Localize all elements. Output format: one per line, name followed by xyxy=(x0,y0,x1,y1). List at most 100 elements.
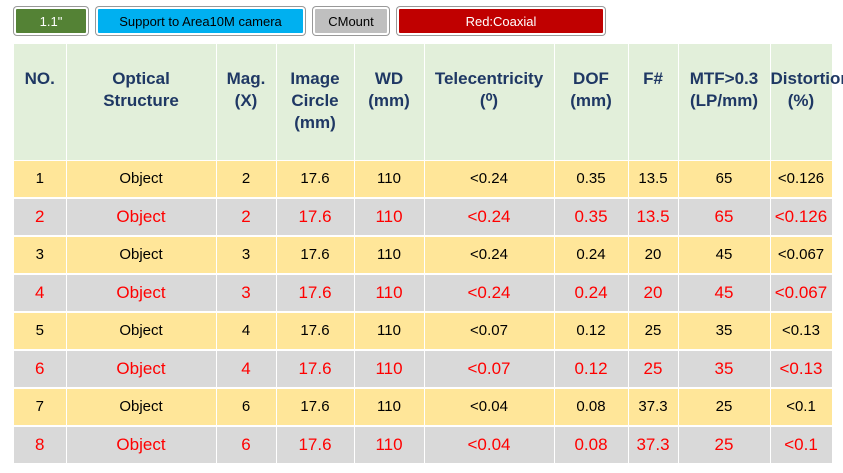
cell-dof: 0.12 xyxy=(554,349,629,388)
table-row: 1 Object 2 17.6 110 <0.24 0.35 13.5 65 <0.126 xyxy=(14,160,833,198)
header-distortion-line: Distortion xyxy=(770,69,843,88)
cell-f-number: 13.5 xyxy=(628,197,679,236)
cell-dof: 0.08 xyxy=(554,425,629,464)
header-image-circle-line: Circle xyxy=(291,91,339,110)
cell-no: 8 xyxy=(14,425,67,464)
cell-dof: 0.08 xyxy=(554,387,629,426)
cell-image-circle: 17.6 xyxy=(276,273,355,312)
cell-no: 3 xyxy=(14,235,67,274)
header-optical-structure: Optical Structure xyxy=(66,44,217,161)
cell-telecentricity: <0.07 xyxy=(424,349,555,388)
cell-distortion: <0.126 xyxy=(770,197,833,236)
header-distortion-line: (%) xyxy=(787,91,815,110)
cell-no: 4 xyxy=(14,273,67,312)
table-row: 8 Object 6 17.6 110 <0.04 0.08 37.3 25 <0.1 xyxy=(14,425,833,464)
cell-telecentricity: <0.24 xyxy=(424,235,555,274)
header-no-line: NO. xyxy=(24,69,55,88)
header-magnification-line: (X) xyxy=(234,91,258,110)
cell-magnification: 4 xyxy=(216,311,277,350)
header-magnification-line: Mag. xyxy=(226,69,266,88)
table-row: 2 Object 2 17.6 110 <0.24 0.35 13.5 65 <0.126 xyxy=(14,197,833,236)
cell-working-distance: 110 xyxy=(354,160,425,198)
header-f-number-line: F# xyxy=(643,69,663,88)
cell-optical-structure: Object xyxy=(66,349,217,388)
cell-mtf: 45 xyxy=(678,273,771,312)
cell-working-distance: 110 xyxy=(354,197,425,236)
cell-image-circle: 17.6 xyxy=(276,387,355,426)
cell-telecentricity: <0.04 xyxy=(424,425,555,464)
header-distortion: Distortion (%) xyxy=(770,44,843,161)
cell-magnification: 2 xyxy=(216,160,277,198)
cell-distortion: <0.067 xyxy=(770,273,833,312)
table-row: 4 Object 3 17.6 110 <0.24 0.24 20 45 <0.067 xyxy=(14,273,833,312)
cell-image-circle: 17.6 xyxy=(276,349,355,388)
cell-working-distance: 110 xyxy=(354,349,425,388)
camera-support-tag: Support to Area10M camera xyxy=(96,7,305,35)
cell-telecentricity: <0.24 xyxy=(424,197,555,236)
cell-magnification: 3 xyxy=(216,235,277,274)
cell-magnification: 6 xyxy=(216,425,277,464)
header-no: NO. xyxy=(14,44,67,161)
header-magnification: Mag. (X) xyxy=(216,44,277,161)
cell-working-distance: 110 xyxy=(354,235,425,274)
cell-magnification: 3 xyxy=(216,273,277,312)
cell-magnification: 2 xyxy=(216,197,277,236)
cell-f-number: 25 xyxy=(628,349,679,388)
cell-distortion: <0.1 xyxy=(770,387,833,426)
cell-mtf: 35 xyxy=(678,349,771,388)
coaxial-legend-tag: Red:Coaxial xyxy=(397,7,605,35)
cell-distortion: <0.126 xyxy=(770,160,833,198)
cell-no: 5 xyxy=(14,311,67,350)
header-optical-structure-line: Structure xyxy=(103,91,179,110)
cell-f-number: 20 xyxy=(628,235,679,274)
cell-dof: 0.35 xyxy=(554,160,629,198)
table-header-row: NO. Optical Structure Mag. (X) Image Circle (mm… xyxy=(14,44,843,161)
header-working-distance-line: WD xyxy=(374,69,404,88)
header-mtf: MTF>0.3 (LP/mm) xyxy=(678,44,771,161)
cell-mtf: 25 xyxy=(678,387,771,426)
cell-dof: 0.35 xyxy=(554,197,629,236)
header-telecentricity-line: (⁰) xyxy=(479,91,499,110)
header-telecentricity: Telecentricity (⁰) xyxy=(424,44,555,161)
table-row: 3 Object 3 17.6 110 <0.24 0.24 20 45 <0.067 xyxy=(14,235,833,274)
cell-working-distance: 110 xyxy=(354,273,425,312)
cell-magnification: 4 xyxy=(216,349,277,388)
cell-optical-structure: Object xyxy=(66,273,217,312)
header-mtf-line: MTF>0.3 xyxy=(689,69,759,88)
cell-f-number: 25 xyxy=(628,311,679,350)
cell-mtf: 35 xyxy=(678,311,771,350)
cell-telecentricity: <0.07 xyxy=(424,311,555,350)
cell-optical-structure: Object xyxy=(66,235,217,274)
cell-telecentricity: <0.04 xyxy=(424,387,555,426)
cell-optical-structure: Object xyxy=(66,197,217,236)
cell-telecentricity: <0.24 xyxy=(424,160,555,198)
table-body: 1 Object 2 17.6 110 <0.24 0.35 13.5 65 <0.126 2 Obj… xyxy=(14,160,833,464)
cell-image-circle: 17.6 xyxy=(276,160,355,198)
cell-image-circle: 17.6 xyxy=(276,235,355,274)
cell-distortion: <0.13 xyxy=(770,349,833,388)
cell-mtf: 45 xyxy=(678,235,771,274)
cell-mtf: 65 xyxy=(678,160,771,198)
cell-working-distance: 110 xyxy=(354,425,425,464)
header-telecentricity-line: Telecentricity xyxy=(434,69,544,88)
cell-f-number: 37.3 xyxy=(628,387,679,426)
table-row: 5 Object 4 17.6 110 <0.07 0.12 25 35 <0.13 xyxy=(14,311,833,350)
table-row: 7 Object 6 17.6 110 <0.04 0.08 37.3 25 <0.1 xyxy=(14,387,833,426)
cell-optical-structure: Object xyxy=(66,311,217,350)
cell-dof: 0.12 xyxy=(554,311,629,350)
header-dof-line: (mm) xyxy=(570,91,612,110)
header-working-distance-line: (mm) xyxy=(368,91,410,110)
mount-tag: CMount xyxy=(313,7,389,35)
cell-mtf: 25 xyxy=(678,425,771,464)
cell-optical-structure: Object xyxy=(66,160,217,198)
header-dof-line: DOF xyxy=(573,69,609,88)
cell-dof: 0.24 xyxy=(554,235,629,274)
header-mtf-line: (LP/mm) xyxy=(690,91,758,110)
cell-distortion: <0.1 xyxy=(770,425,833,464)
sensor-size-tag: 1.1" xyxy=(14,7,88,35)
header-dof: DOF (mm) xyxy=(554,44,629,161)
cell-image-circle: 17.6 xyxy=(276,197,355,236)
lens-spec-table: NO. Optical Structure Mag. (X) Image Circle (mm… xyxy=(14,44,843,465)
cell-working-distance: 110 xyxy=(354,311,425,350)
cell-working-distance: 110 xyxy=(354,387,425,426)
